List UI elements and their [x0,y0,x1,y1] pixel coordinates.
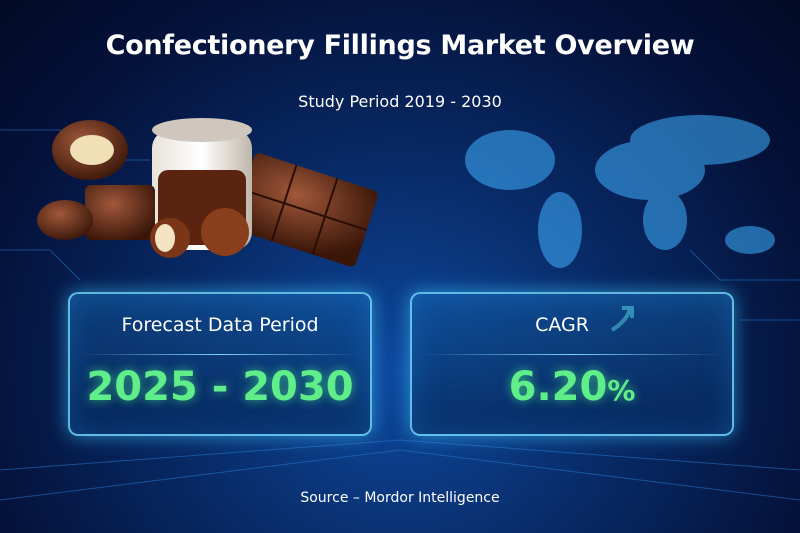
card-label: Forecast Data Period [121,314,319,336]
separator [80,354,360,355]
title: Confectionery Fillings Market Overview [105,30,695,61]
card-label: CAGR [535,314,589,336]
cagr-unit: % [607,374,636,407]
forecast-card: Forecast Data Period 2025 - 2030 [68,292,372,436]
chocolate-illustration [37,118,378,267]
card-value: 6.20% [412,364,732,410]
cagr-card: CAGR 6.20% [410,292,734,436]
world-map [465,115,775,268]
subtitle: Study Period 2019 - 2030 [298,92,502,111]
separator [422,354,722,355]
cagr-value: 6.20 [508,364,608,410]
source: Source – Mordor Intelligence [300,490,500,506]
card-value: 2025 - 2030 [86,364,354,410]
